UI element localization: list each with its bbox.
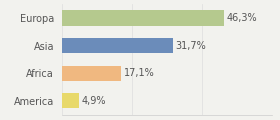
Text: 4,9%: 4,9% — [81, 96, 106, 106]
Bar — [62, 93, 79, 108]
Text: 46,3%: 46,3% — [227, 13, 257, 23]
Text: 31,7%: 31,7% — [175, 41, 206, 51]
Bar — [62, 38, 172, 53]
Bar — [62, 66, 122, 81]
Text: 17,1%: 17,1% — [124, 68, 155, 78]
Bar — [62, 10, 224, 26]
